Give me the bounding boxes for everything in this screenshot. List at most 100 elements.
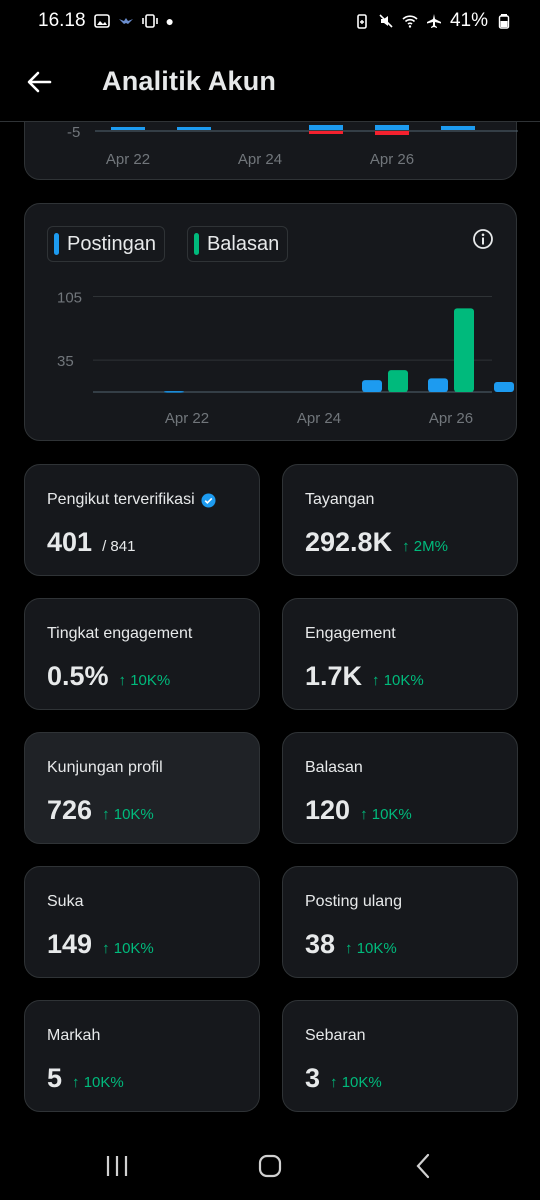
chevron-left-icon	[416, 1153, 430, 1179]
stat-label-text: Pengikut terverifikasi	[47, 491, 195, 508]
x-tick-label: Apr 24	[238, 151, 282, 168]
stat-label: Markah	[47, 1027, 100, 1045]
stat-label-text: Markah	[47, 1027, 101, 1044]
stat-card-tingkat-engagement[interactable]: Tingkat engagement 0.5% ↑ 10K%	[24, 598, 260, 710]
stat-label: Posting ulang	[305, 893, 402, 911]
verified-badge-icon	[201, 492, 216, 508]
x-tick-label: Apr 24	[297, 410, 341, 427]
recent-apps-icon	[106, 1156, 127, 1176]
analytics-content[interactable]: -5 Apr 22 Apr 24 Apr 26 Postingan Balasa…	[0, 122, 540, 1132]
posts-replies-chart: 105 35 Apr 22 Apr 24 Apr 26	[57, 290, 514, 427]
stat-value-row: 0.5% ↑ 10K%	[47, 661, 170, 692]
bar-postingan	[494, 382, 514, 392]
stat-change: ↑ 10K%	[72, 1074, 124, 1091]
stat-card-balasan[interactable]: Balasan 120 ↑ 10K%	[282, 732, 518, 844]
stat-value-row: 149 ↑ 10K%	[47, 929, 154, 960]
stat-card-markah[interactable]: Markah 5 ↑ 10K%	[24, 1000, 260, 1112]
x-tick-label: Apr 22	[165, 410, 209, 427]
legend-label: Postingan	[67, 232, 156, 255]
system-nav-bar	[0, 1132, 540, 1200]
bar-balasan	[454, 308, 474, 392]
legend-swatch	[54, 233, 59, 255]
stat-value-row: 3 ↑ 10K%	[305, 1063, 382, 1094]
stat-value-row: 38 ↑ 10K%	[305, 929, 397, 960]
bar	[375, 125, 409, 130]
back-nav-button[interactable]	[403, 1146, 443, 1186]
stat-label-text: Posting ulang	[305, 893, 402, 910]
stat-label: Tayangan	[305, 491, 374, 509]
stat-label: Engagement	[305, 625, 396, 643]
stat-label-text: Suka	[47, 893, 84, 910]
wifi-icon	[402, 15, 418, 28]
bar	[309, 125, 343, 130]
bar-balasan	[388, 370, 408, 392]
stat-label-text: Sebaran	[305, 1027, 366, 1044]
y-tick-label: 105	[57, 290, 82, 307]
stat-value: 38	[305, 929, 336, 959]
stat-card-kunjungan-profil[interactable]: Kunjungan profil 726 ↑ 10K%	[24, 732, 260, 844]
bar	[177, 127, 211, 130]
stat-card-pengikut-terverifikasi[interactable]: Pengikut terverifikasi 401 / 841	[24, 464, 260, 576]
x-tick-label: Apr 26	[370, 151, 414, 168]
stat-label-text: Balasan	[305, 759, 363, 776]
posts-replies-chart-card: Postingan Balasan 105 35 Apr 22 Apr 24 Apr 2…	[24, 203, 517, 441]
home-button[interactable]	[250, 1146, 290, 1186]
stat-value: 1.7K	[305, 661, 363, 691]
app-bar: Analitik Akun	[0, 42, 540, 122]
bar-postingan	[164, 391, 184, 393]
status-bar: 16.18 ● 41%	[0, 0, 540, 42]
stat-value: 149	[47, 929, 93, 959]
status-time: 16.18	[38, 10, 86, 31]
info-icon[interactable]	[472, 228, 494, 250]
chart-legend: Postingan Balasan	[47, 226, 289, 262]
stat-change: ↑ 10K%	[345, 940, 397, 957]
mute-icon	[379, 14, 393, 28]
home-icon	[258, 1154, 282, 1178]
followers-chart-card: -5 Apr 22 Apr 24 Apr 26	[24, 122, 518, 180]
bar-postingan	[362, 380, 382, 392]
stat-label-text: Engagement	[305, 625, 396, 642]
vibrate-icon	[141, 14, 158, 28]
stat-change: ↑ 10K%	[372, 672, 424, 689]
stat-label: Balasan	[305, 759, 363, 777]
stat-value-row: 292.8K ↑ 2M%	[305, 527, 448, 558]
bar-postingan	[428, 378, 448, 392]
recent-apps-button[interactable]	[97, 1146, 137, 1186]
stat-value-row: 1.7K ↑ 10K%	[305, 661, 424, 692]
back-button[interactable]	[16, 59, 62, 105]
page-title: Analitik Akun	[102, 66, 277, 96]
legend-label: Balasan	[206, 232, 280, 255]
legend-swatch	[193, 233, 199, 255]
stat-change: ↑ 10K%	[118, 672, 171, 689]
stat-card-sebaran[interactable]: Sebaran 3 ↑ 10K%	[282, 1000, 518, 1112]
x-tick-label: Apr 26	[429, 410, 473, 427]
stat-card-suka[interactable]: Suka 149 ↑ 10K%	[24, 866, 260, 978]
stat-value-row: 5 ↑ 10K%	[47, 1063, 124, 1094]
stat-change: ↑ 10K%	[360, 806, 412, 823]
bar	[441, 126, 475, 130]
y-tick-label: -5	[67, 124, 80, 141]
stat-label: Kunjungan profil	[47, 759, 163, 777]
stat-label: Pengikut terverifikasi	[47, 491, 216, 509]
stat-value-row: 120 ↑ 10K%	[305, 795, 412, 826]
stat-label: Sebaran	[305, 1027, 366, 1045]
stat-change: ↑ 10K%	[102, 806, 154, 823]
stat-card-tayangan[interactable]: Tayangan 292.8K ↑ 2M%	[282, 464, 518, 576]
stat-value-row: 401 / 841	[47, 527, 135, 558]
x-tick-label: Apr 22	[106, 151, 150, 168]
stat-label-text: Kunjungan profil	[47, 759, 163, 776]
bird-icon	[118, 18, 133, 24]
stat-total: / 841	[102, 538, 136, 555]
bar	[111, 127, 145, 130]
stat-value: 0.5%	[47, 661, 109, 691]
stat-value: 120	[305, 795, 351, 825]
stat-label: Suka	[47, 893, 83, 911]
stat-value: 5	[47, 1063, 63, 1093]
stat-label-text: Tingkat engagement	[47, 625, 193, 642]
battery-level: 41%	[449, 10, 488, 31]
stat-card-engagement[interactable]: Engagement 1.7K ↑ 10K%	[282, 598, 518, 710]
legend-balasan[interactable]: Balasan	[186, 226, 289, 262]
stat-card-posting-ulang[interactable]: Posting ulang 38 ↑ 10K%	[282, 866, 518, 978]
battery-icon	[498, 14, 510, 29]
legend-postingan[interactable]: Postingan	[47, 226, 165, 262]
